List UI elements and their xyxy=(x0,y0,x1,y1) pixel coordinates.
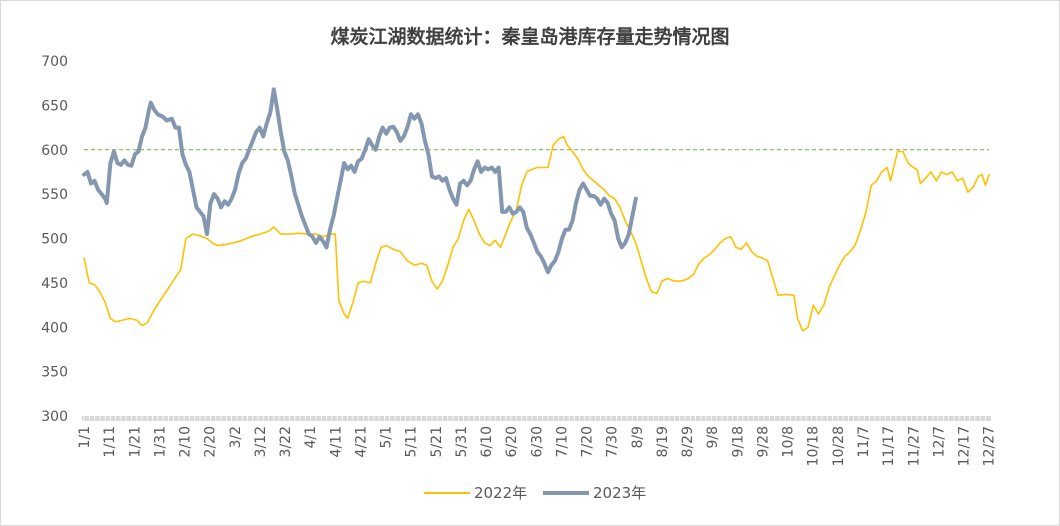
x-tick-label: 6/30 xyxy=(529,426,545,457)
x-tick-label: 9/18 xyxy=(730,426,746,457)
x-tick-label: 4/21 xyxy=(353,426,369,457)
x-tick-label: 11/7 xyxy=(856,426,872,457)
x-tick-label: 3/22 xyxy=(278,426,294,457)
chart-title: 煤炭江湖数据统计：秦皇岛港库存量走势情况图 xyxy=(330,26,730,48)
x-tick-label: 5/1 xyxy=(379,426,395,449)
x-tick-label: 6/10 xyxy=(479,426,495,457)
x-tick-label: 12/7 xyxy=(931,426,947,457)
x-tick-label: 1/21 xyxy=(127,426,143,457)
x-tick-label: 9/28 xyxy=(755,426,771,457)
y-tick-label: 550 xyxy=(41,187,68,203)
x-tick-label: 9/8 xyxy=(705,426,721,449)
x-tick-label: 12/17 xyxy=(957,426,973,466)
x-tick-label: 4/1 xyxy=(303,426,319,449)
y-tick-label: 500 xyxy=(41,232,68,248)
y-tick-label: 400 xyxy=(41,320,68,336)
x-tick-label: 8/29 xyxy=(680,426,696,457)
x-tick-label: 11/27 xyxy=(906,426,922,466)
y-tick-label: 650 xyxy=(41,98,68,114)
x-tick-label: 5/11 xyxy=(404,426,420,457)
x-tick-label: 3/12 xyxy=(253,426,269,457)
x-tick-label: 8/19 xyxy=(655,426,671,457)
y-tick-label: 600 xyxy=(41,143,68,159)
x-tick-label: 10/18 xyxy=(806,426,822,466)
legend-label-1: 2022年 xyxy=(474,484,527,502)
x-tick-label: 5/31 xyxy=(454,426,470,457)
x-tick-label: 8/9 xyxy=(630,426,646,449)
x-tick-label: 12/27 xyxy=(982,426,998,466)
x-tick-label: 11/17 xyxy=(881,426,897,466)
y-tick-label: 700 xyxy=(41,54,68,70)
x-tick-label: 7/30 xyxy=(605,426,621,457)
x-tick-label: 10/28 xyxy=(831,426,847,466)
x-tick-label: 1/11 xyxy=(102,426,118,457)
y-tick-label: 450 xyxy=(41,276,68,292)
y-tick-label: 300 xyxy=(41,409,68,425)
x-tick-label: 2/10 xyxy=(178,426,194,457)
x-tick-label: 10/8 xyxy=(781,426,797,457)
x-tick-label: 5/21 xyxy=(429,426,445,457)
x-tick-label: 3/2 xyxy=(228,426,244,449)
x-tick-label: 7/20 xyxy=(580,426,596,457)
x-tick-label: 4/11 xyxy=(328,426,344,457)
x-tick-label: 7/10 xyxy=(554,426,570,457)
legend-label-2: 2023年 xyxy=(593,484,646,502)
series-line-1 xyxy=(83,135,990,332)
x-tick-label: 2/20 xyxy=(203,426,219,457)
x-tick-label: 1/1 xyxy=(77,426,93,449)
x-axis-line xyxy=(82,416,991,421)
y-tick-label: 350 xyxy=(41,365,68,381)
x-tick-label: 1/31 xyxy=(152,426,168,457)
x-tick-label: 6/20 xyxy=(504,426,520,457)
series-line-2 xyxy=(82,87,638,275)
